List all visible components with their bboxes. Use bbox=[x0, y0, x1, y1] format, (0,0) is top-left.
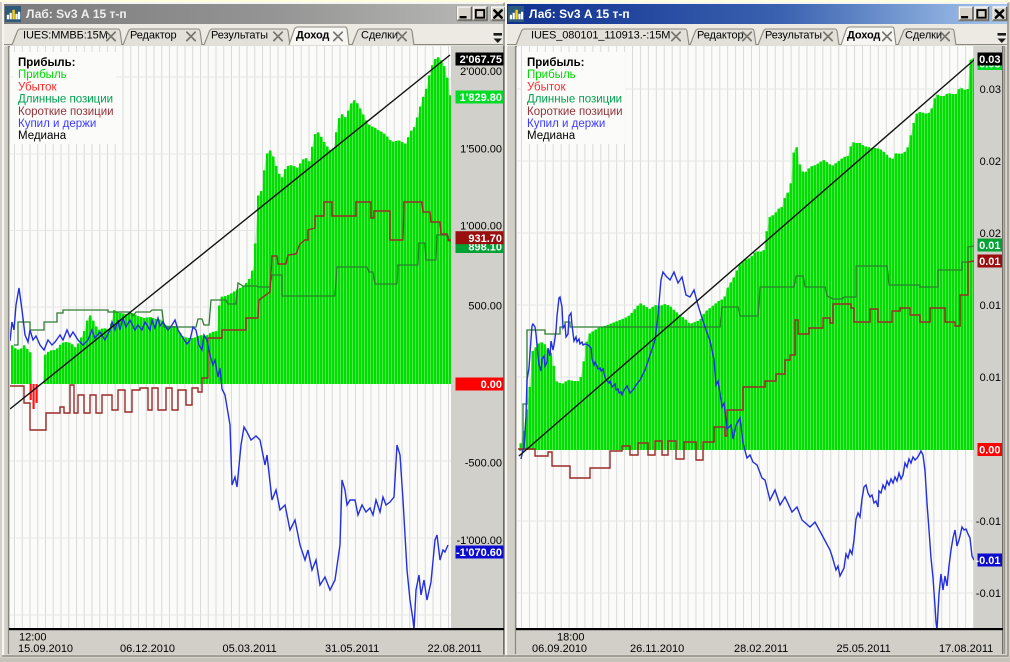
svg-text:1'500.00: 1'500.00 bbox=[460, 144, 502, 156]
svg-text:IUES_080101_110913.-:15М: IUES_080101_110913.-:15М bbox=[531, 30, 670, 42]
svg-text:Доход: Доход bbox=[296, 30, 329, 42]
svg-text:1'829.80: 1'829.80 bbox=[460, 92, 502, 104]
svg-text:0.01: 0.01 bbox=[979, 256, 1000, 268]
svg-text:28.02.2011: 28.02.2011 bbox=[734, 643, 788, 655]
svg-text:06.09.2010: 06.09.2010 bbox=[532, 643, 587, 655]
svg-text:Лаб: Sv3 А 15 т-п: Лаб: Sv3 А 15 т-п bbox=[26, 7, 127, 21]
svg-text:-1'000.00: -1'000.00 bbox=[456, 535, 502, 547]
svg-text:Прибыль: Прибыль bbox=[527, 69, 576, 81]
svg-text:Короткие позиции: Короткие позиции bbox=[527, 106, 623, 118]
svg-text:1'000.00: 1'000.00 bbox=[460, 221, 502, 233]
svg-text:Прибыль:: Прибыль: bbox=[18, 57, 76, 69]
svg-text:Редактор: Редактор bbox=[697, 30, 744, 42]
svg-text:06.12.2010: 06.12.2010 bbox=[120, 643, 175, 655]
svg-text:Купил и держи: Купил и держи bbox=[18, 118, 96, 130]
svg-text:-0.01: -0.01 bbox=[976, 588, 1001, 600]
svg-text:-0.01: -0.01 bbox=[975, 555, 1000, 567]
svg-text:0.02: 0.02 bbox=[980, 156, 1001, 168]
svg-text:0.01: 0.01 bbox=[980, 372, 1001, 384]
svg-text:Сделки: Сделки bbox=[905, 30, 942, 42]
svg-text:Результаты: Результаты bbox=[211, 30, 268, 42]
svg-text:0.03: 0.03 bbox=[979, 54, 1000, 66]
svg-text:Сделки: Сделки bbox=[361, 30, 398, 42]
svg-text:Доход: Доход bbox=[847, 30, 880, 42]
svg-text:IUES:ММВБ:15М: IUES:ММВБ:15М bbox=[23, 30, 108, 42]
svg-text:Убыток: Убыток bbox=[527, 81, 566, 93]
svg-text:0.03: 0.03 bbox=[980, 84, 1001, 96]
svg-text:Редактор: Редактор bbox=[130, 30, 177, 42]
svg-text:26.11.2010: 26.11.2010 bbox=[630, 643, 684, 655]
svg-text:Купил и держи: Купил и держи bbox=[527, 118, 605, 130]
svg-text:22.08.2011: 22.08.2011 bbox=[428, 643, 482, 655]
svg-text:05.03.2011: 05.03.2011 bbox=[223, 643, 277, 655]
svg-text:0.01: 0.01 bbox=[979, 240, 1000, 252]
svg-text:2'067.75: 2'067.75 bbox=[460, 54, 502, 66]
svg-text:Медиана: Медиана bbox=[527, 130, 576, 142]
svg-text:-500.00: -500.00 bbox=[465, 458, 502, 470]
svg-text:15.09.2010: 15.09.2010 bbox=[18, 643, 73, 655]
svg-text:31.05.2011: 31.05.2011 bbox=[325, 643, 379, 655]
svg-text:931.70: 931.70 bbox=[468, 233, 502, 245]
svg-text:898.10: 898.10 bbox=[468, 242, 502, 254]
svg-text:500.00: 500.00 bbox=[468, 301, 502, 313]
svg-text:0.00: 0.00 bbox=[481, 379, 502, 391]
svg-text:0.02: 0.02 bbox=[980, 228, 1001, 240]
svg-text:Лаб: Sv3 А 15 т-п: Лаб: Sv3 А 15 т-п bbox=[529, 7, 630, 21]
svg-text:-0.01: -0.01 bbox=[976, 516, 1001, 528]
svg-text:Результаты: Результаты bbox=[765, 30, 822, 42]
svg-text:12:00: 12:00 bbox=[19, 632, 47, 644]
svg-text:Длинные позиции: Длинные позиции bbox=[527, 94, 622, 106]
svg-text:Прибыль: Прибыль bbox=[18, 69, 67, 81]
svg-text:25.05.2011: 25.05.2011 bbox=[837, 643, 891, 655]
svg-text:18:00: 18:00 bbox=[557, 632, 585, 644]
svg-text:Убыток: Убыток bbox=[18, 81, 57, 93]
svg-text:0.00: 0.00 bbox=[979, 445, 1000, 457]
svg-text:17.08.2011: 17.08.2011 bbox=[939, 643, 993, 655]
svg-text:-1'070.60: -1'070.60 bbox=[456, 547, 502, 559]
svg-text:0.01: 0.01 bbox=[980, 300, 1001, 312]
svg-text:Медиана: Медиана bbox=[18, 130, 67, 142]
svg-text:Длинные позиции: Длинные позиции bbox=[18, 94, 113, 106]
svg-text:Короткие позиции: Короткие позиции bbox=[18, 106, 114, 118]
svg-text:Прибыль:: Прибыль: bbox=[527, 57, 585, 69]
svg-text:2'000.00: 2'000.00 bbox=[460, 66, 502, 78]
